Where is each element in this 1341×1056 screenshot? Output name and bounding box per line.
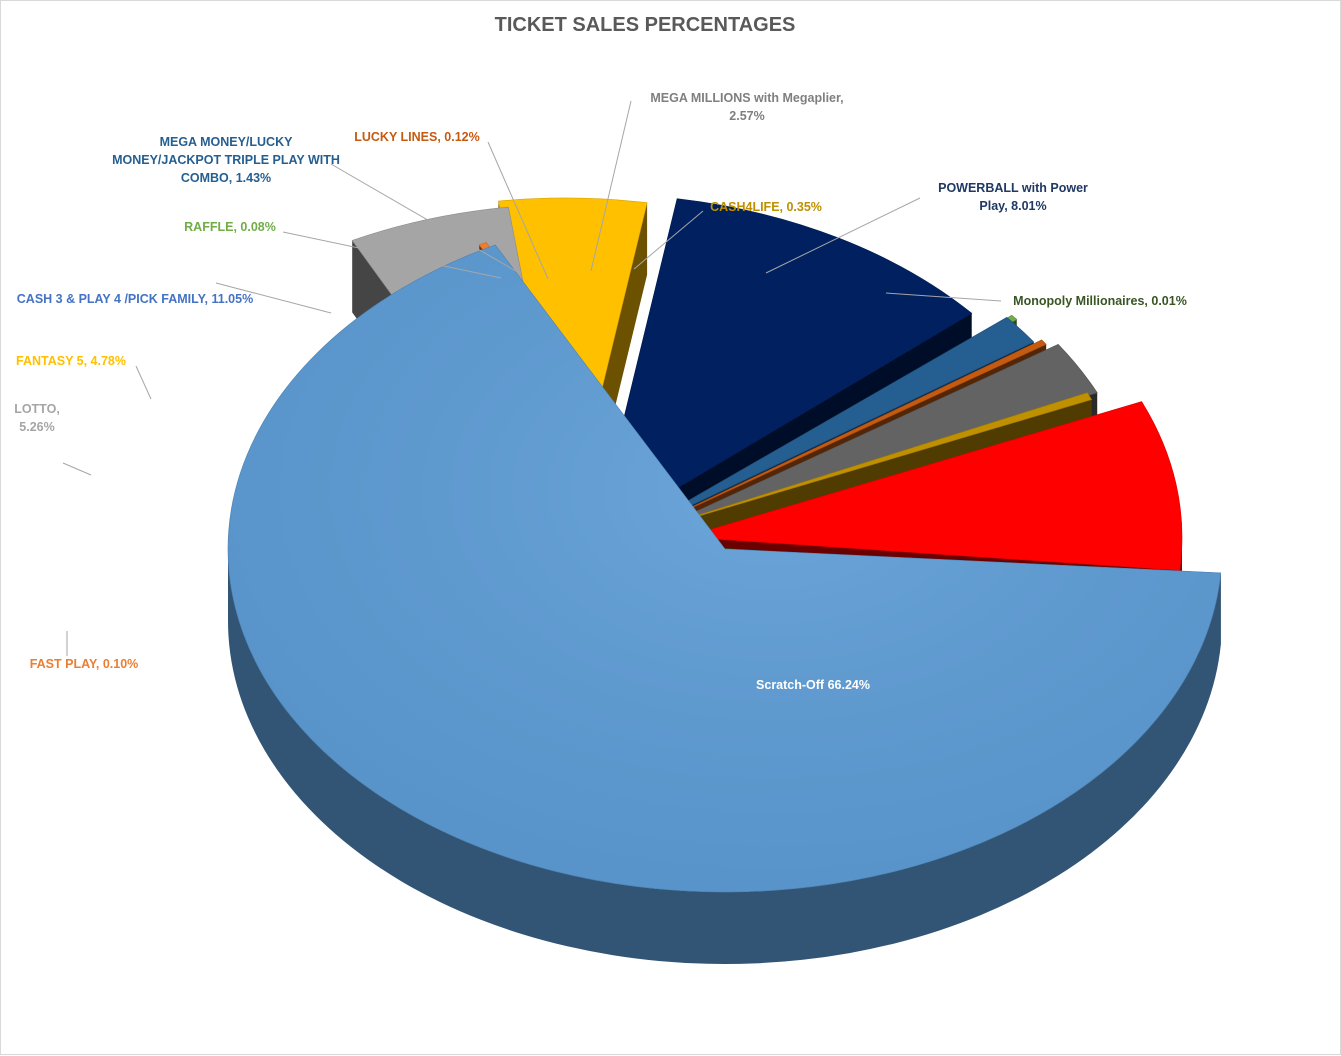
leader-line-5 bbox=[282, 231, 502, 279]
leader-line-10 bbox=[765, 197, 921, 274]
leader-line-8 bbox=[590, 100, 632, 272]
chart-title: TICKET SALES PERCENTAGES bbox=[495, 14, 796, 36]
data-label-5: RAFFLE, 0.08% bbox=[184, 220, 276, 234]
leader-line-3 bbox=[135, 365, 152, 400]
pie-slices bbox=[227, 197, 1222, 965]
data-label-4: CASH 3 & PLAY 4 /PICK FAMILY, 11.05% bbox=[17, 292, 253, 306]
data-label-1: FAST PLAY, 0.10% bbox=[30, 657, 139, 671]
data-label-11: Monopoly Millionaires, 0.01% bbox=[1013, 294, 1187, 308]
data-label-0: Scratch-Off 66.24% bbox=[756, 678, 870, 692]
leader-line-4 bbox=[215, 282, 332, 314]
data-label-2: LOTTO, 5.26% bbox=[14, 402, 60, 434]
leader-line-7 bbox=[487, 141, 549, 280]
leader-line-9 bbox=[633, 210, 704, 270]
data-label-6: MEGA MONEY/LUCKY MONEY/JACKPOT TRIPLE PLA… bbox=[112, 135, 340, 185]
data-label-8: MEGA MILLIONS with Megaplier, 2.57% bbox=[650, 91, 843, 123]
leader-line-2 bbox=[62, 462, 92, 476]
leader-line-6 bbox=[330, 163, 522, 275]
data-label-7: LUCKY LINES, 0.12% bbox=[354, 130, 480, 144]
leader-lines bbox=[62, 100, 1002, 656]
data-label-3: FANTASY 5, 4.78% bbox=[16, 354, 126, 368]
data-label-10: POWERBALL with Power Play, 8.01% bbox=[938, 181, 1088, 213]
leader-line-11 bbox=[885, 292, 1002, 302]
data-labels: Scratch-Off 66.24% FAST PLAY, 0.10% LOTTO,… bbox=[14, 91, 1187, 692]
data-label-9: CASH4LIFE, 0.35% bbox=[710, 200, 822, 214]
pie-slice-0 bbox=[227, 244, 1222, 965]
